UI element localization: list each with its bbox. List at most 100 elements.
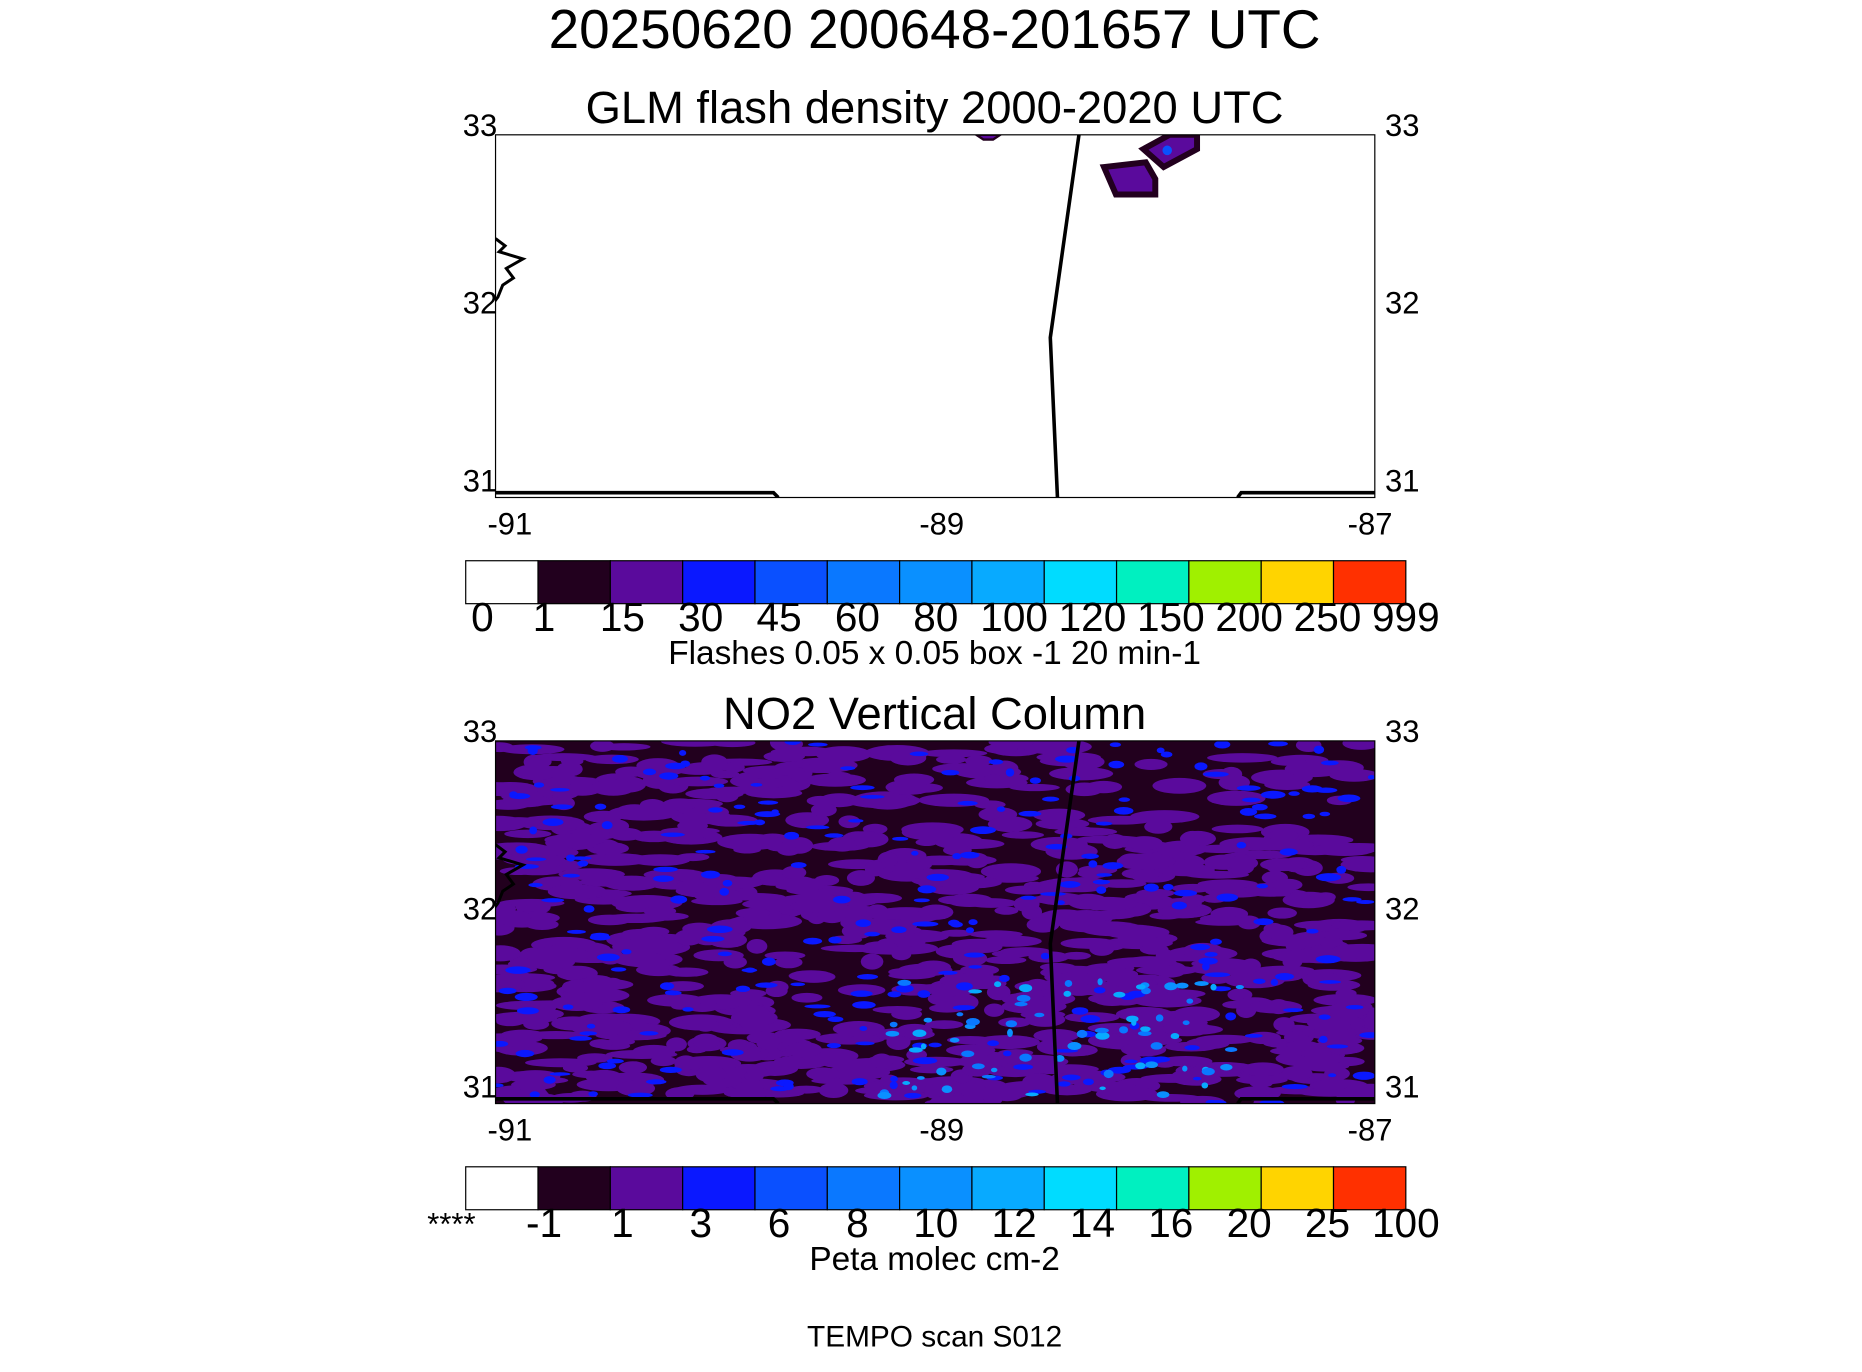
- no2-cell: [790, 862, 807, 869]
- no2-cell: [1076, 835, 1144, 844]
- no2-cell: [550, 804, 573, 810]
- colorbar-label: 16: [1148, 1200, 1193, 1246]
- no2-cell: [1053, 1048, 1079, 1053]
- no2-cell: [895, 984, 914, 993]
- no2-cell: [1197, 879, 1258, 889]
- no2-cell: [1342, 740, 1375, 750]
- no2-cell: [774, 1028, 821, 1041]
- no2-cell: [917, 885, 937, 894]
- no2-cell: [495, 1040, 509, 1047]
- no2-cell: [723, 955, 747, 969]
- flash-cell: [974, 134, 1003, 141]
- no2-cell: [1124, 1059, 1138, 1064]
- no2-cell: [692, 1033, 720, 1049]
- no2-cell: [1054, 827, 1118, 837]
- no2-cell: [887, 991, 902, 998]
- no2-cell: [495, 1083, 504, 1088]
- no2-cell: [885, 1030, 900, 1037]
- no2-cell: [1220, 766, 1243, 782]
- no2-cell: [1173, 889, 1198, 897]
- no2-cell: [707, 932, 748, 948]
- no2-cell: [1162, 1021, 1212, 1037]
- colorbar-label: 1: [533, 594, 556, 640]
- no2-cell: [968, 989, 983, 994]
- no2-cell: [757, 800, 779, 805]
- no2-cell: [1220, 1064, 1233, 1071]
- no2-cell: [585, 754, 639, 765]
- no2-cell: [859, 794, 885, 799]
- no2-cell: [1003, 1050, 1012, 1057]
- no2-cell: [1029, 777, 1041, 784]
- no2-cell: [665, 990, 677, 995]
- no2-cell: [505, 966, 531, 974]
- no2-cell: [904, 1092, 922, 1099]
- no2-cell: [1001, 831, 1045, 839]
- no2-cell: [1143, 883, 1159, 892]
- no2-cell: [925, 1020, 964, 1030]
- no2-cell: [1356, 899, 1375, 904]
- map-frame: [494, 134, 1376, 499]
- no2-cell: [1089, 942, 1115, 956]
- no2-cell: [1156, 1091, 1170, 1098]
- no2-cell: [1155, 1014, 1164, 1022]
- no2-cell: [964, 952, 985, 958]
- state-border: [1048, 134, 1081, 498]
- no2-cell: [524, 745, 542, 750]
- no2-cell: [615, 952, 667, 964]
- colorbar-label: 10: [913, 1200, 958, 1246]
- no2-cell: [1193, 1076, 1202, 1081]
- no2-cell: [529, 1091, 540, 1099]
- lat-label: 33: [1385, 108, 1419, 143]
- lat-label: 32: [1385, 892, 1419, 927]
- no2-cell: [495, 910, 532, 924]
- colorbar-cell: [1188, 1166, 1262, 1211]
- no2-cell: [774, 956, 803, 969]
- colorbar-label: 999: [1372, 594, 1440, 640]
- no2-cell: [1024, 1012, 1066, 1027]
- no2-cell: [870, 1053, 893, 1069]
- no2-cell: [936, 755, 967, 764]
- no2-cell: [1170, 1032, 1180, 1040]
- no2-cell: [840, 766, 856, 771]
- no2-cell: [1080, 1015, 1101, 1024]
- lat-label: 33: [1385, 714, 1419, 749]
- no2-cell: [968, 965, 982, 969]
- no2-cell: [987, 816, 1033, 833]
- no2-cell: [815, 746, 872, 763]
- no2-cell: [1157, 1010, 1220, 1018]
- colorbar-label: 6: [768, 1200, 791, 1246]
- no2-cell: [911, 850, 919, 856]
- no2-cell: [1040, 1064, 1099, 1074]
- colorbar-cell: [609, 1166, 684, 1211]
- no2-cell: [1275, 973, 1295, 981]
- no2-cell: [653, 866, 679, 873]
- no2-cell: [852, 1001, 876, 1009]
- no2-cell: [1210, 938, 1222, 945]
- map-field: [495, 134, 1375, 498]
- no2-cell: [1256, 883, 1268, 889]
- no2-cell: [1270, 978, 1279, 986]
- no2-cell: [1132, 993, 1202, 1008]
- no2-cell: [1259, 1099, 1285, 1104]
- no2-cell: [888, 968, 917, 976]
- no2-cell: [1286, 893, 1312, 906]
- no2-cell: [1032, 808, 1086, 822]
- no2-cell: [1059, 880, 1081, 888]
- no2-cell: [1182, 1065, 1188, 1072]
- no2-cell: [1236, 841, 1247, 849]
- coastline: [495, 1097, 1375, 1104]
- no2-cell: [557, 969, 590, 980]
- lat-label: 32: [1385, 286, 1419, 321]
- no2-cell: [713, 783, 725, 788]
- no2-cell: [550, 995, 603, 1011]
- colorbar-label: 12: [992, 1200, 1037, 1246]
- no2-cell: [1226, 855, 1259, 871]
- lon-label: -89: [919, 506, 964, 541]
- no2-cell: [561, 980, 591, 994]
- colorbar-label: ****: [427, 1207, 475, 1242]
- colorbar-label: 3: [689, 1200, 712, 1246]
- no2-cell: [980, 863, 1042, 880]
- no2-cell: [1063, 990, 1072, 997]
- no2-cell: [701, 870, 721, 879]
- no2-cell: [1082, 1078, 1094, 1086]
